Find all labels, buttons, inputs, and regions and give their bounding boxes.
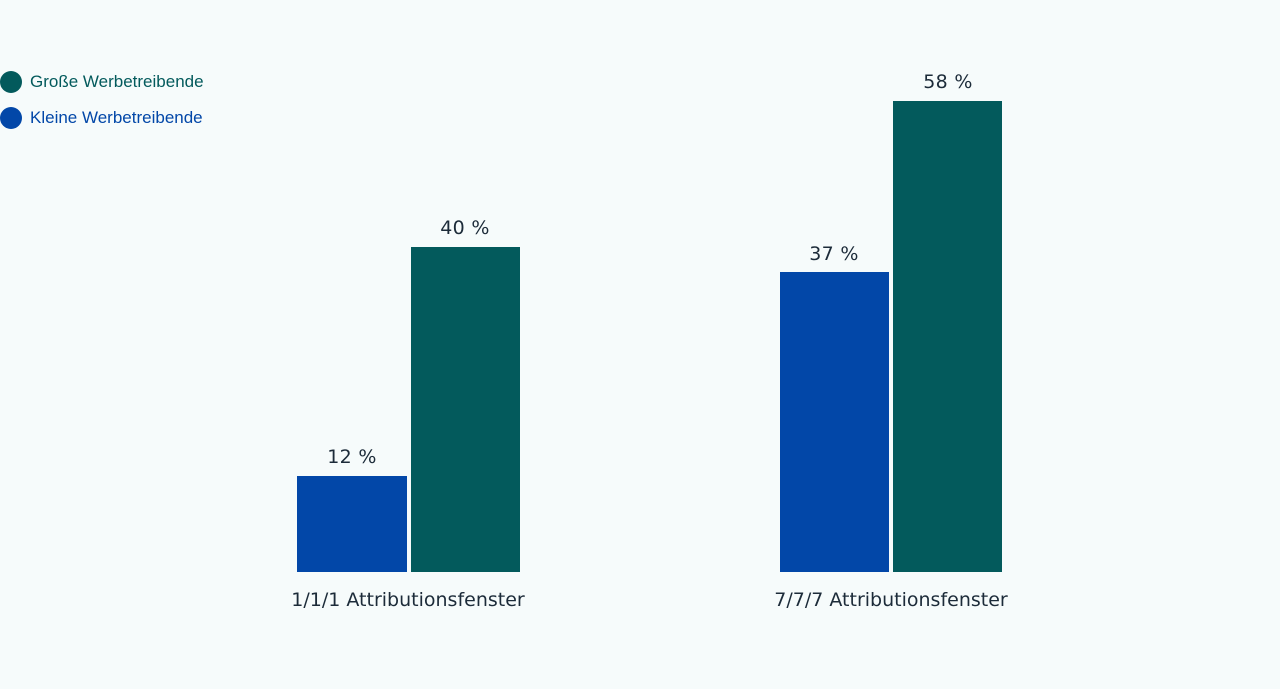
legend-item-grosse-werbetreibende: Große Werbetreibende (0, 71, 204, 93)
category-label: 7/7/7 Attributionsfenster (774, 589, 1008, 611)
bar-value-label: 12 % (327, 446, 377, 468)
legend-dot-icon (0, 107, 22, 129)
bar-kleine-7-7-7 (780, 272, 889, 572)
bar-grosse-1-1-1 (411, 247, 520, 572)
bar-value-label: 40 % (440, 217, 490, 239)
legend-dot-icon (0, 71, 22, 93)
bar-value-label: 37 % (809, 243, 859, 265)
bar-grosse-7-7-7 (893, 101, 1002, 572)
category-label: 1/1/1 Attributionsfenster (291, 589, 525, 611)
legend-item-kleine-werbetreibende: Kleine Werbetreibende (0, 107, 203, 129)
legend-label: Große Werbetreibende (30, 72, 204, 91)
bar-value-label: 58 % (923, 71, 973, 93)
legend-label: Kleine Werbetreibende (30, 108, 203, 127)
bar-kleine-1-1-1 (297, 476, 407, 572)
